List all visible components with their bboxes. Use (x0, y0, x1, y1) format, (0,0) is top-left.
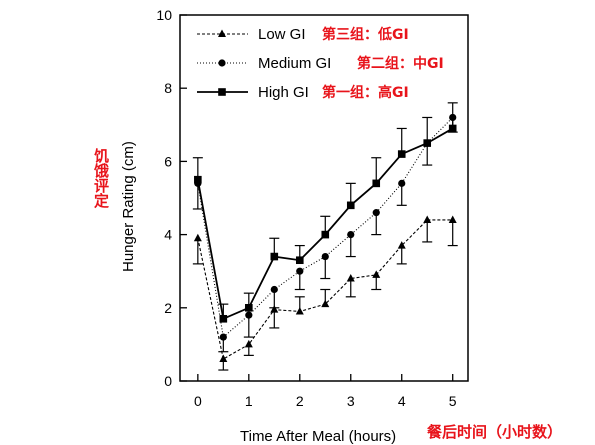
x-tick-label: 1 (245, 393, 253, 409)
medium-gi-series-line (197, 117, 454, 339)
high-gi-data-point (448, 124, 457, 133)
medium-gi-data-point (372, 209, 380, 217)
x-tick-label: 4 (398, 393, 406, 409)
x-tick-label: 0 (194, 393, 202, 409)
low-gi-data-point (295, 306, 304, 315)
low-gi-data-point (397, 241, 406, 249)
plot-layer: 0 2 4 6 8 10 0 1 2 3 4 5 (156, 7, 469, 409)
low-gi-data-point (423, 215, 432, 223)
high-gi-data-point (372, 179, 381, 188)
low-gi-data-point (244, 339, 253, 348)
low-gi-data-point (346, 274, 355, 282)
medium-gi-data-point (398, 179, 406, 187)
medium-gi-data-point (219, 333, 227, 341)
high-gi-data-point (194, 175, 202, 184)
low-gi-data-point (193, 233, 202, 242)
high-gi-data-point (423, 139, 432, 147)
legend-label-medium-gi: Medium GI (258, 55, 331, 72)
high-gi-data-point (346, 201, 355, 210)
y-tick-label: 0 (164, 373, 172, 389)
high-gi-data-point (270, 252, 279, 261)
legend-label-medium-gi-cn: 第二组：中GI (357, 55, 444, 72)
y-tick-label: 10 (156, 7, 172, 23)
x-axis-title: Time After Meal (hours) (240, 428, 396, 445)
low-gi-data-point (448, 215, 457, 223)
low-gi-data-point (270, 305, 279, 313)
high-gi-data-point (321, 230, 330, 239)
x-axis-title-cn: 餐后时间（小时数） (427, 423, 562, 441)
x-tick-label: 2 (296, 393, 304, 409)
legend-label-low-gi: Low GI (258, 26, 306, 43)
medium-gi-data-point (321, 252, 329, 261)
legend-label-low-gi-cn: 第三组：低GI (322, 26, 409, 43)
x-tick-label: 3 (347, 393, 355, 409)
legend-marker-high-gi (218, 88, 226, 96)
high-gi-data-point (245, 304, 253, 312)
low-gi-series-line (197, 219, 453, 360)
legend-label-high-gi: High GI (258, 84, 309, 101)
legend-marker-low-gi (218, 29, 226, 37)
y-tick-label: 8 (164, 80, 172, 96)
y-tick-label: 4 (164, 227, 172, 243)
x-tick-label: 5 (449, 393, 457, 409)
low-gi-data-point (372, 270, 381, 278)
medium-gi-data-point (270, 285, 278, 294)
plot-frame (179, 14, 469, 382)
medium-gi-data-point (245, 311, 253, 319)
y-axis-title: Hunger Rating (cm) (120, 141, 137, 272)
low-gi-data-point (219, 354, 228, 363)
high-gi-data-point (295, 256, 304, 265)
high-gi-data-point (397, 150, 406, 158)
low-gi-data-point (321, 299, 330, 308)
y-axis-title-cn: 饥饿评定 (92, 147, 110, 209)
medium-gi-data-point (296, 267, 304, 275)
medium-gi-data-point (347, 231, 355, 239)
legend-marker-medium-gi (218, 59, 226, 67)
high-gi-data-point (219, 314, 228, 323)
y-tick-label: 6 (164, 153, 172, 169)
legend-label-high-gi-cn: 第一组：高GI (322, 84, 409, 101)
y-tick-label: 2 (164, 300, 172, 316)
legend: Low GI 第三组：低GI Medium GI 第二组：中GI High GI… (258, 26, 444, 101)
